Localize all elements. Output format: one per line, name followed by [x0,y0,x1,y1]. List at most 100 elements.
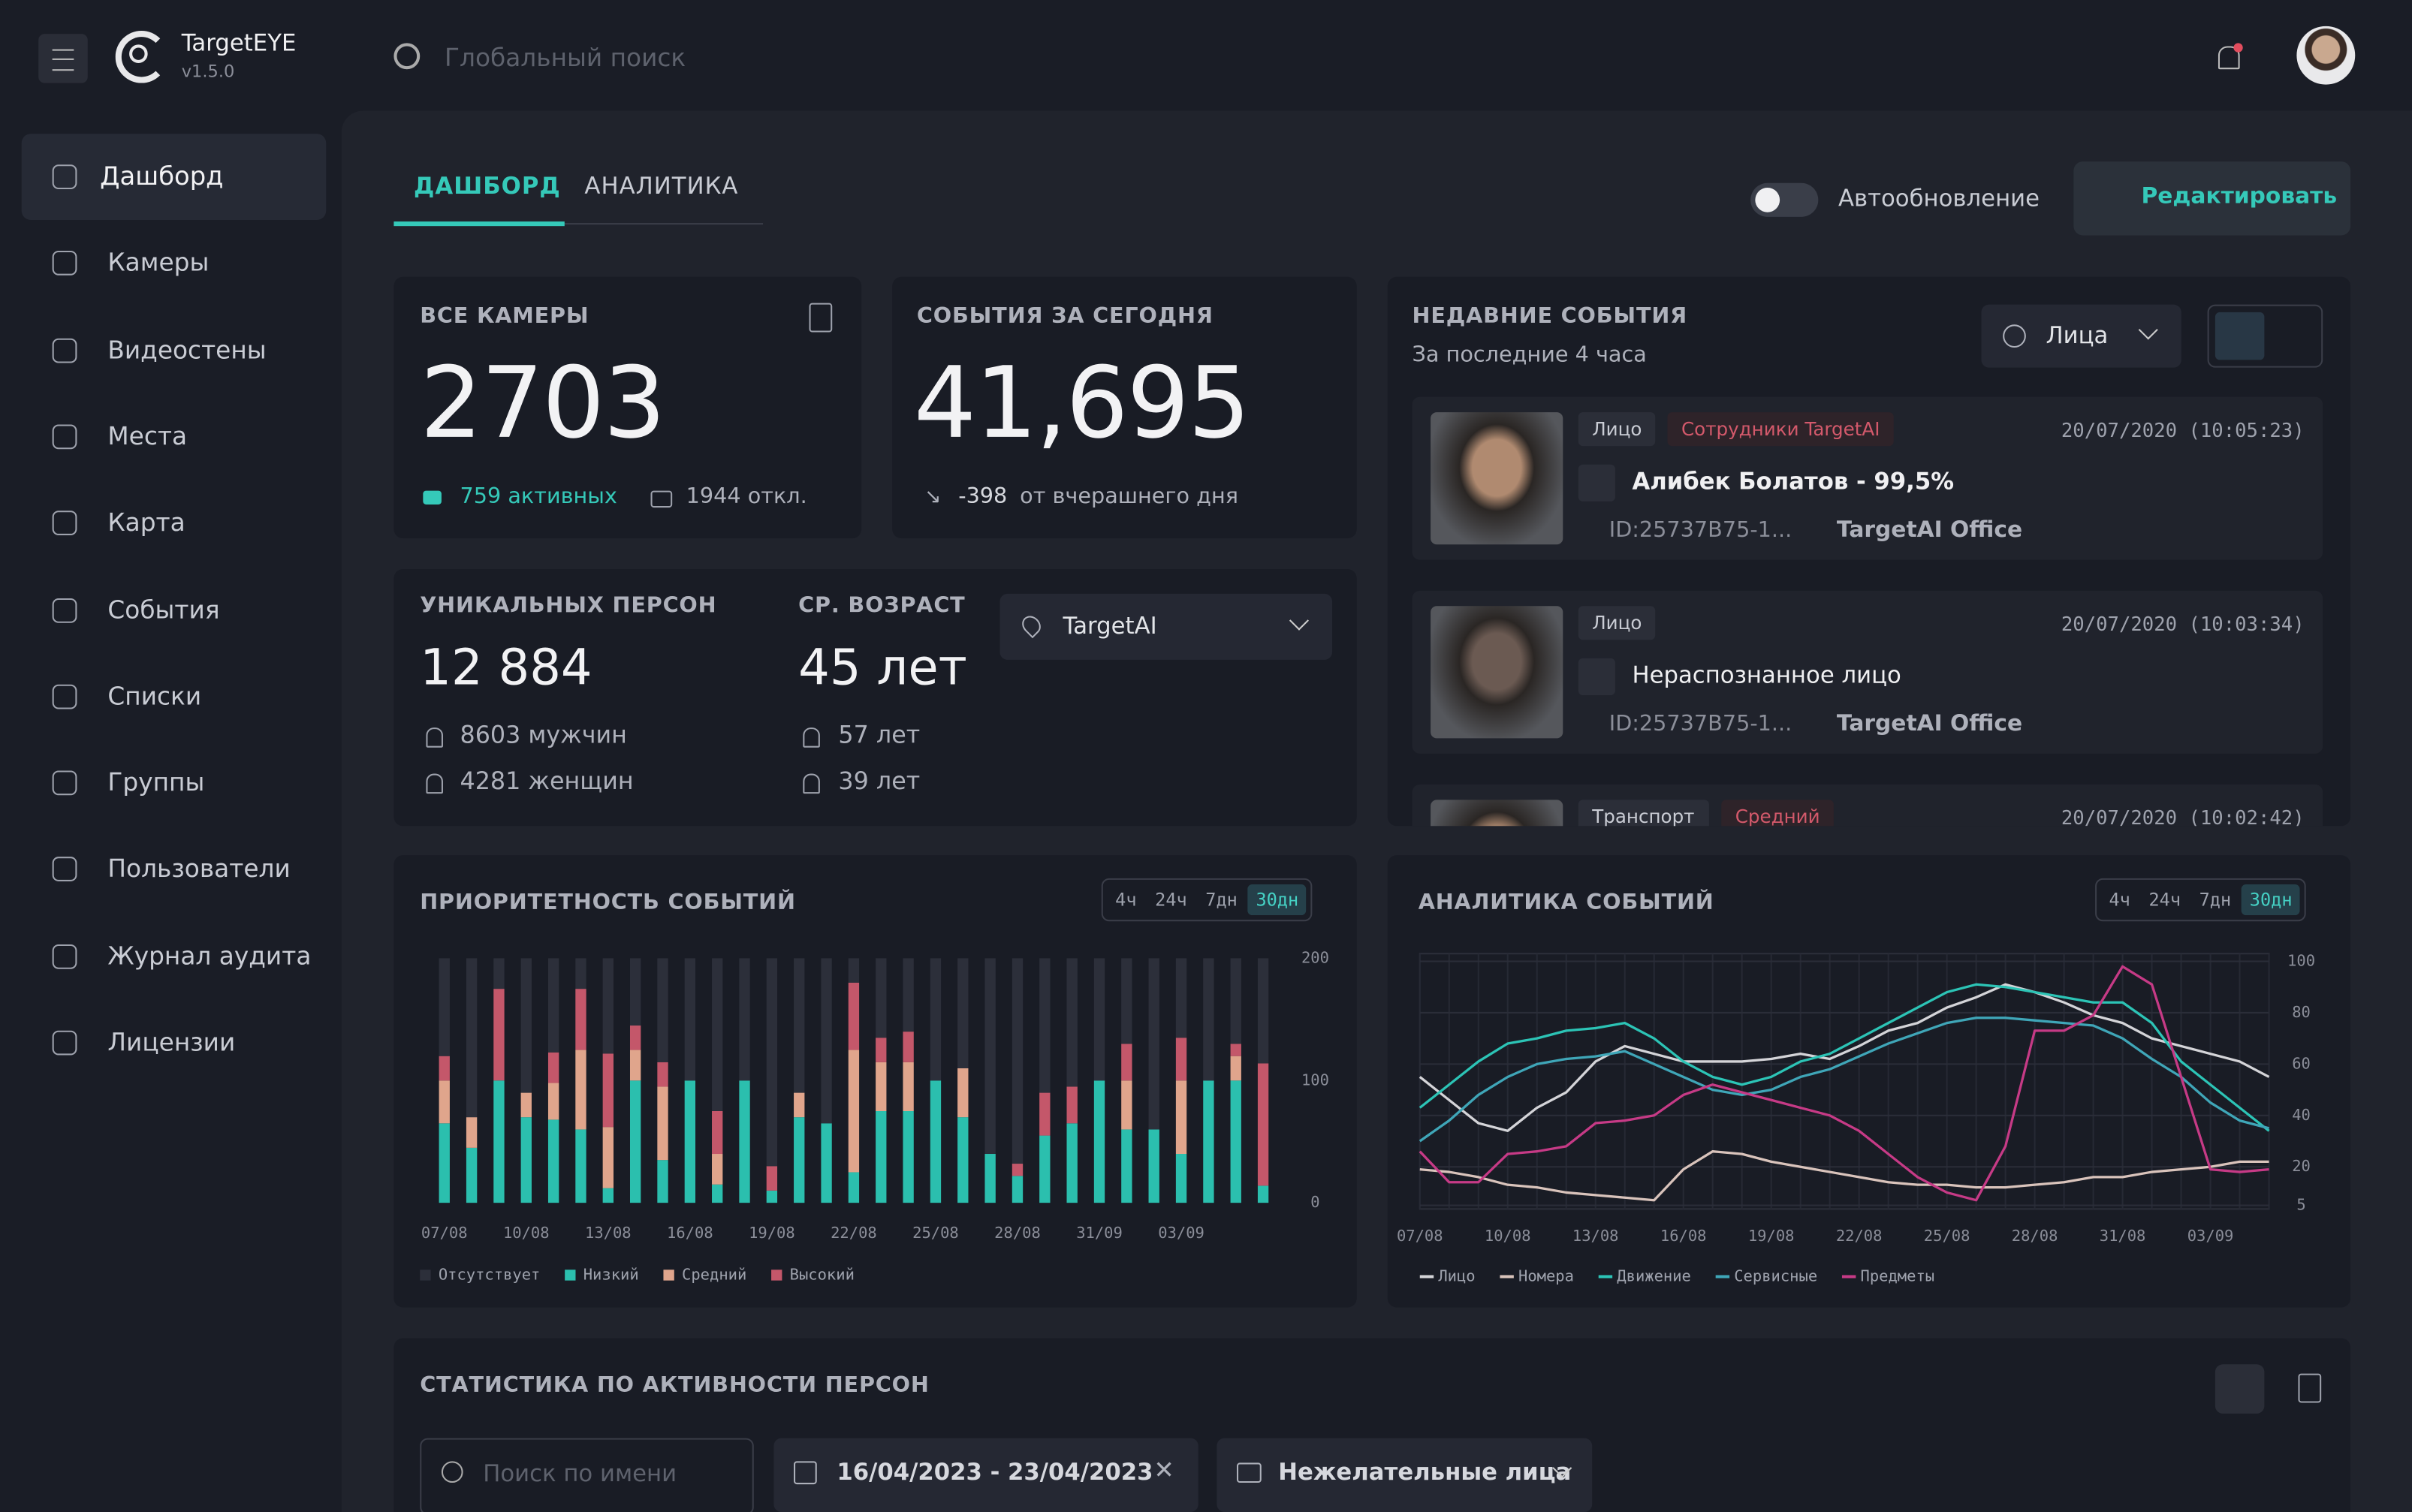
y-tick-label: 20 [2292,1157,2311,1175]
clear-button[interactable]: ✕ [1153,1455,1174,1485]
legend-label: Отсутствует [439,1265,541,1283]
event-name: Нераспознанное лицо [1632,661,1901,689]
period[interactable]: 24ч [1155,889,1187,911]
bar-segment [848,958,860,983]
event-tag: Средний [1721,800,1835,827]
csv-icon[interactable] [2298,1373,2322,1403]
name-search-placeholder: Поиск по имени [483,1459,677,1488]
refresh-button[interactable] [2215,1364,2265,1414]
events-delta: -398 [958,484,1008,510]
bar-segment [575,989,586,1050]
cameras-card [393,276,862,539]
period[interactable]: 24ч [2148,889,2181,911]
sidebar-item[interactable]: Видеостены [107,334,267,364]
bar-segment [712,958,723,1112]
bar-segment [1175,1080,1187,1155]
period[interactable]: 30дн [1248,884,1307,916]
bar-segment [575,958,586,989]
csv-icon[interactable] [809,303,833,333]
bar-segment [1093,1080,1105,1203]
x-tick-label: 31/09 [1076,1224,1123,1242]
y-tick-label: 100 [2287,951,2315,969]
event-tag: Лицо [1578,412,1656,447]
bar-segment [1066,1123,1078,1203]
sidebar-item[interactable]: События [107,594,220,624]
cam-off-icon [650,490,673,508]
legend-label: Движение [1617,1267,1691,1285]
card-title: ВСЕ КАМЕРЫ [420,304,589,330]
y-tick-label: 5 [2296,1196,2305,1214]
app-name: TargetEYE [181,29,297,57]
search-icon [393,43,421,70]
sidebar-item[interactable]: Места [107,421,188,451]
logo-core [129,44,148,64]
sidebar-item[interactable]: Журнал аудита [107,941,312,971]
sidebar-active [21,134,327,220]
date-range[interactable] [773,1438,1198,1512]
toggle[interactable] [1750,182,1819,217]
sidebar-item[interactable]: Дашборд [100,161,224,191]
sidebar-item[interactable]: Карта [107,508,185,538]
y-tick-label: 200 [1301,948,1329,966]
bar-segment [1203,1080,1214,1203]
list-select[interactable] [1217,1438,1593,1512]
bar-segment [766,1190,778,1203]
legend-label: Номера [1518,1267,1574,1285]
card-title: СТАТИСТИКА ПО АКТИВНОСТИ ПЕРСОН [420,1373,930,1399]
sidebar-icon [52,597,77,622]
bar-segment [712,1184,723,1203]
bar-segment [520,1092,532,1118]
sidebar-item[interactable]: Камеры [107,248,210,278]
event-expand [1578,464,1615,501]
sidebar-icon [52,251,77,276]
tab[interactable]: АНАЛИТИКА [584,172,739,200]
bar-segment [493,989,505,1081]
period[interactable]: 4ч [2109,889,2130,911]
legend-swatch [771,1270,782,1281]
event-tag: Транспорт [1578,800,1708,827]
bar-segment [575,1050,586,1130]
sidebar-icon [52,1030,77,1056]
global-search[interactable]: Глобальный поиск [445,43,686,73]
events-total: 41,695 [913,348,1250,462]
persons-women: 4281 женщин [460,767,634,796]
bar-segment [547,1083,559,1120]
name-search[interactable] [420,1438,754,1512]
user-icon [803,773,820,794]
sidebar-item[interactable]: Списки [107,681,202,711]
period[interactable]: 30дн [2242,884,2300,916]
bar-segment [903,1062,914,1112]
bar-segment [657,958,668,1062]
bar-segment [903,1032,914,1062]
view-switch[interactable] [2207,304,2323,368]
sidebar-item[interactable]: Пользователи [107,854,291,884]
tab-active[interactable]: ДАШБОРД [414,172,561,200]
bar-segment [794,1117,805,1203]
bar-segment [1039,1092,1051,1136]
period[interactable]: 7дн [1205,889,1238,911]
avatar[interactable] [2296,26,2356,85]
period[interactable]: 7дн [2199,889,2232,911]
period-switch: 4ч 24ч 7дн 30дн [2095,878,2306,922]
bar-segment [629,1025,641,1050]
bar-segment [712,1154,723,1185]
bar-segment [821,1123,832,1203]
x-tick-label: 10/08 [503,1224,550,1242]
bar-segment [984,958,996,1155]
event-row [1412,590,2323,754]
cam-icon [423,490,442,505]
bar-segment [1121,1129,1132,1203]
notifications[interactable] [2218,46,2240,70]
menu-button[interactable] [38,34,88,83]
place-select[interactable] [999,593,1333,660]
event-time: 20/07/2020 (10:05:23) [2061,418,2305,442]
x-tick-label: 25/08 [1924,1227,1970,1245]
period[interactable]: 4ч [1115,889,1137,911]
bar-segment [1066,1086,1078,1124]
sidebar-item[interactable]: Лицензии [107,1027,236,1057]
sidebar-item[interactable]: Группы [107,767,205,797]
bar-segment [547,958,559,1053]
legend-label: Низкий [583,1265,639,1283]
cameras-offline: 1944 откл. [686,484,807,510]
edit-button[interactable] [2073,161,2351,236]
